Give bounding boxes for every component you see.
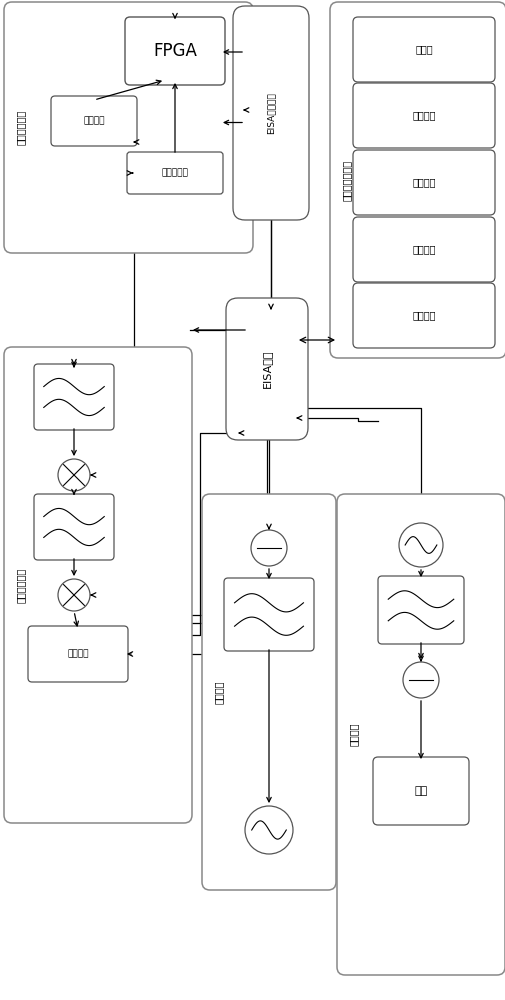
FancyBboxPatch shape <box>232 6 309 220</box>
Circle shape <box>58 459 90 491</box>
Circle shape <box>244 806 292 854</box>
Circle shape <box>402 662 438 698</box>
Text: 时钟分配器: 时钟分配器 <box>161 168 188 178</box>
FancyBboxPatch shape <box>372 757 468 825</box>
FancyBboxPatch shape <box>377 576 463 644</box>
FancyBboxPatch shape <box>4 347 191 823</box>
Text: 显示模块: 显示模块 <box>412 178 435 188</box>
FancyBboxPatch shape <box>34 494 114 560</box>
Text: 数字中频模块: 数字中频模块 <box>16 110 26 145</box>
FancyBboxPatch shape <box>352 150 494 215</box>
FancyBboxPatch shape <box>28 626 128 682</box>
FancyBboxPatch shape <box>125 17 225 85</box>
FancyBboxPatch shape <box>51 96 137 146</box>
Text: 射频接收模块: 射频接收模块 <box>16 567 26 603</box>
FancyBboxPatch shape <box>4 2 252 253</box>
FancyBboxPatch shape <box>34 364 114 430</box>
Text: FPGA: FPGA <box>153 42 196 60</box>
FancyBboxPatch shape <box>224 578 314 651</box>
Text: 晶振: 晶振 <box>414 786 427 796</box>
FancyBboxPatch shape <box>226 298 308 440</box>
FancyBboxPatch shape <box>352 83 494 148</box>
Text: 工控机控制模块: 工控机控制模块 <box>341 159 351 201</box>
Text: 操作模块: 操作模块 <box>412 110 435 120</box>
Text: 开关量: 开关量 <box>415 44 432 54</box>
Text: 数据采集: 数据采集 <box>83 116 105 125</box>
Text: EISA总线接口: EISA总线接口 <box>266 92 275 134</box>
FancyBboxPatch shape <box>336 494 504 975</box>
Circle shape <box>398 523 442 567</box>
Text: 接收模块: 接收模块 <box>67 650 88 658</box>
FancyBboxPatch shape <box>352 283 494 348</box>
FancyBboxPatch shape <box>329 2 505 358</box>
FancyBboxPatch shape <box>352 17 494 82</box>
Text: 本振模块: 本振模块 <box>214 680 224 704</box>
FancyBboxPatch shape <box>201 494 335 890</box>
FancyBboxPatch shape <box>352 217 494 282</box>
Text: 主控模块: 主控模块 <box>412 310 435 320</box>
Text: EISA总线: EISA总线 <box>262 350 272 388</box>
Circle shape <box>58 579 90 611</box>
Text: 接口模块: 接口模块 <box>412 244 435 254</box>
FancyBboxPatch shape <box>127 152 223 194</box>
Text: 参考模块: 参考模块 <box>348 723 358 746</box>
Circle shape <box>250 530 286 566</box>
